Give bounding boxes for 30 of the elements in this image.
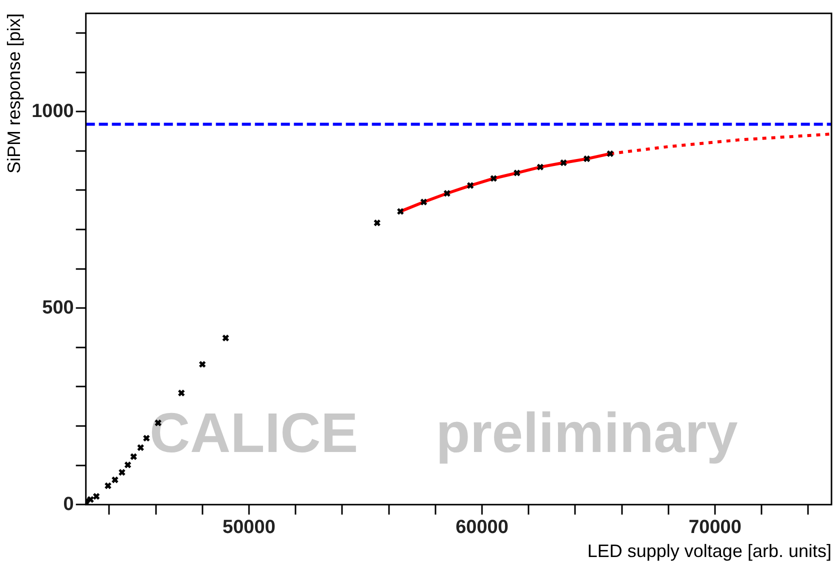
- point: [583, 155, 591, 163]
- y-tick-label: 1000: [32, 100, 74, 122]
- point: [136, 444, 144, 452]
- point: [466, 182, 474, 190]
- point: [536, 163, 544, 171]
- point: [396, 208, 404, 216]
- point: [142, 434, 150, 442]
- point: [606, 150, 614, 158]
- point: [92, 492, 100, 500]
- point: [222, 334, 230, 342]
- point: [373, 219, 381, 227]
- point: [178, 389, 186, 397]
- point: [420, 198, 428, 206]
- x-axis-title: LED supply voltage [arb. units]: [587, 541, 832, 562]
- point: [118, 468, 126, 476]
- point: [490, 174, 498, 182]
- point: [513, 169, 521, 177]
- x-tick-label: 70000: [688, 517, 742, 538]
- y-tick-label: 0: [63, 494, 74, 515]
- point: [560, 159, 568, 166]
- point: [198, 360, 206, 368]
- point: [443, 190, 451, 198]
- point: [104, 482, 112, 490]
- y-axis-title: SiPM response [pix]: [4, 13, 24, 174]
- x-tick-label: 50000: [222, 517, 276, 538]
- point: [130, 452, 138, 460]
- point: [111, 476, 119, 484]
- y-tick-label: 500: [42, 297, 74, 318]
- point: [124, 461, 132, 469]
- x-tick-label: 60000: [456, 517, 508, 538]
